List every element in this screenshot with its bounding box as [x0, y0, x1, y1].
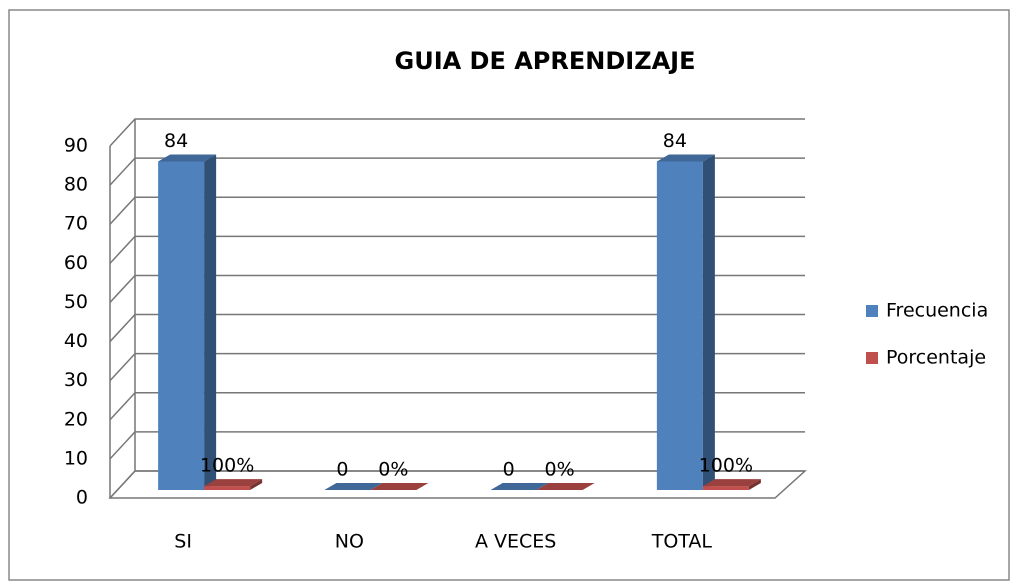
y-tick-label: 80 — [64, 174, 88, 196]
data-label: 100% — [699, 455, 753, 477]
grid-line — [109, 157, 805, 186]
bar-front — [702, 486, 749, 490]
bar-front — [656, 161, 703, 490]
data-label: 0 — [503, 459, 515, 481]
grid-line — [109, 235, 805, 264]
x-tick-label: A VECES — [475, 531, 556, 553]
bar-side — [748, 479, 761, 490]
y-tick-label: 50 — [64, 291, 88, 313]
legend-label: Porcentaje — [886, 347, 986, 369]
data-label: 0 — [336, 459, 348, 481]
bar-top — [656, 154, 715, 162]
bar-top — [324, 483, 383, 490]
y-tick-label: 60 — [64, 252, 88, 274]
bar-front — [158, 161, 205, 490]
legend-swatch — [866, 352, 878, 364]
data-label: 0% — [378, 459, 408, 481]
bar-top — [158, 154, 217, 162]
bar-top — [204, 479, 263, 487]
legend-swatch — [866, 305, 878, 317]
x-tick-label: NO — [335, 531, 364, 553]
data-label: 84 — [663, 130, 687, 152]
y-tick-label: 0 — [76, 487, 88, 509]
grid-line — [109, 313, 805, 343]
bar-side — [204, 154, 217, 490]
y-tick-label: 70 — [64, 213, 88, 235]
bar-top — [490, 483, 549, 490]
y-tick-label: 30 — [64, 369, 88, 391]
bar-side — [702, 154, 715, 490]
legend-label: Frecuencia — [886, 300, 988, 322]
bar-top — [536, 483, 595, 490]
x-tick-label: TOTAL — [651, 531, 713, 553]
grid-line — [109, 392, 805, 421]
y-tick-label: 10 — [64, 447, 88, 469]
bar-front — [204, 486, 251, 490]
x-tick-label: SI — [174, 531, 192, 553]
data-label: 0% — [545, 459, 575, 481]
data-label: 84 — [164, 130, 188, 152]
y-tick-label: 90 — [64, 135, 88, 157]
grid-line — [109, 470, 805, 499]
bar-side — [250, 479, 263, 490]
y-tick-label: 20 — [64, 408, 88, 430]
grid-line — [109, 196, 805, 225]
grid-line — [109, 352, 805, 382]
grid-line — [109, 431, 805, 460]
chart-title: GUIA DE APRENDIZAJE — [395, 47, 696, 75]
data-label: 100% — [200, 455, 254, 477]
grid-line — [109, 118, 805, 147]
bar-top — [702, 479, 761, 487]
y-tick-label: 40 — [64, 330, 88, 352]
grid-line — [109, 274, 805, 303]
bar-top — [370, 483, 429, 490]
